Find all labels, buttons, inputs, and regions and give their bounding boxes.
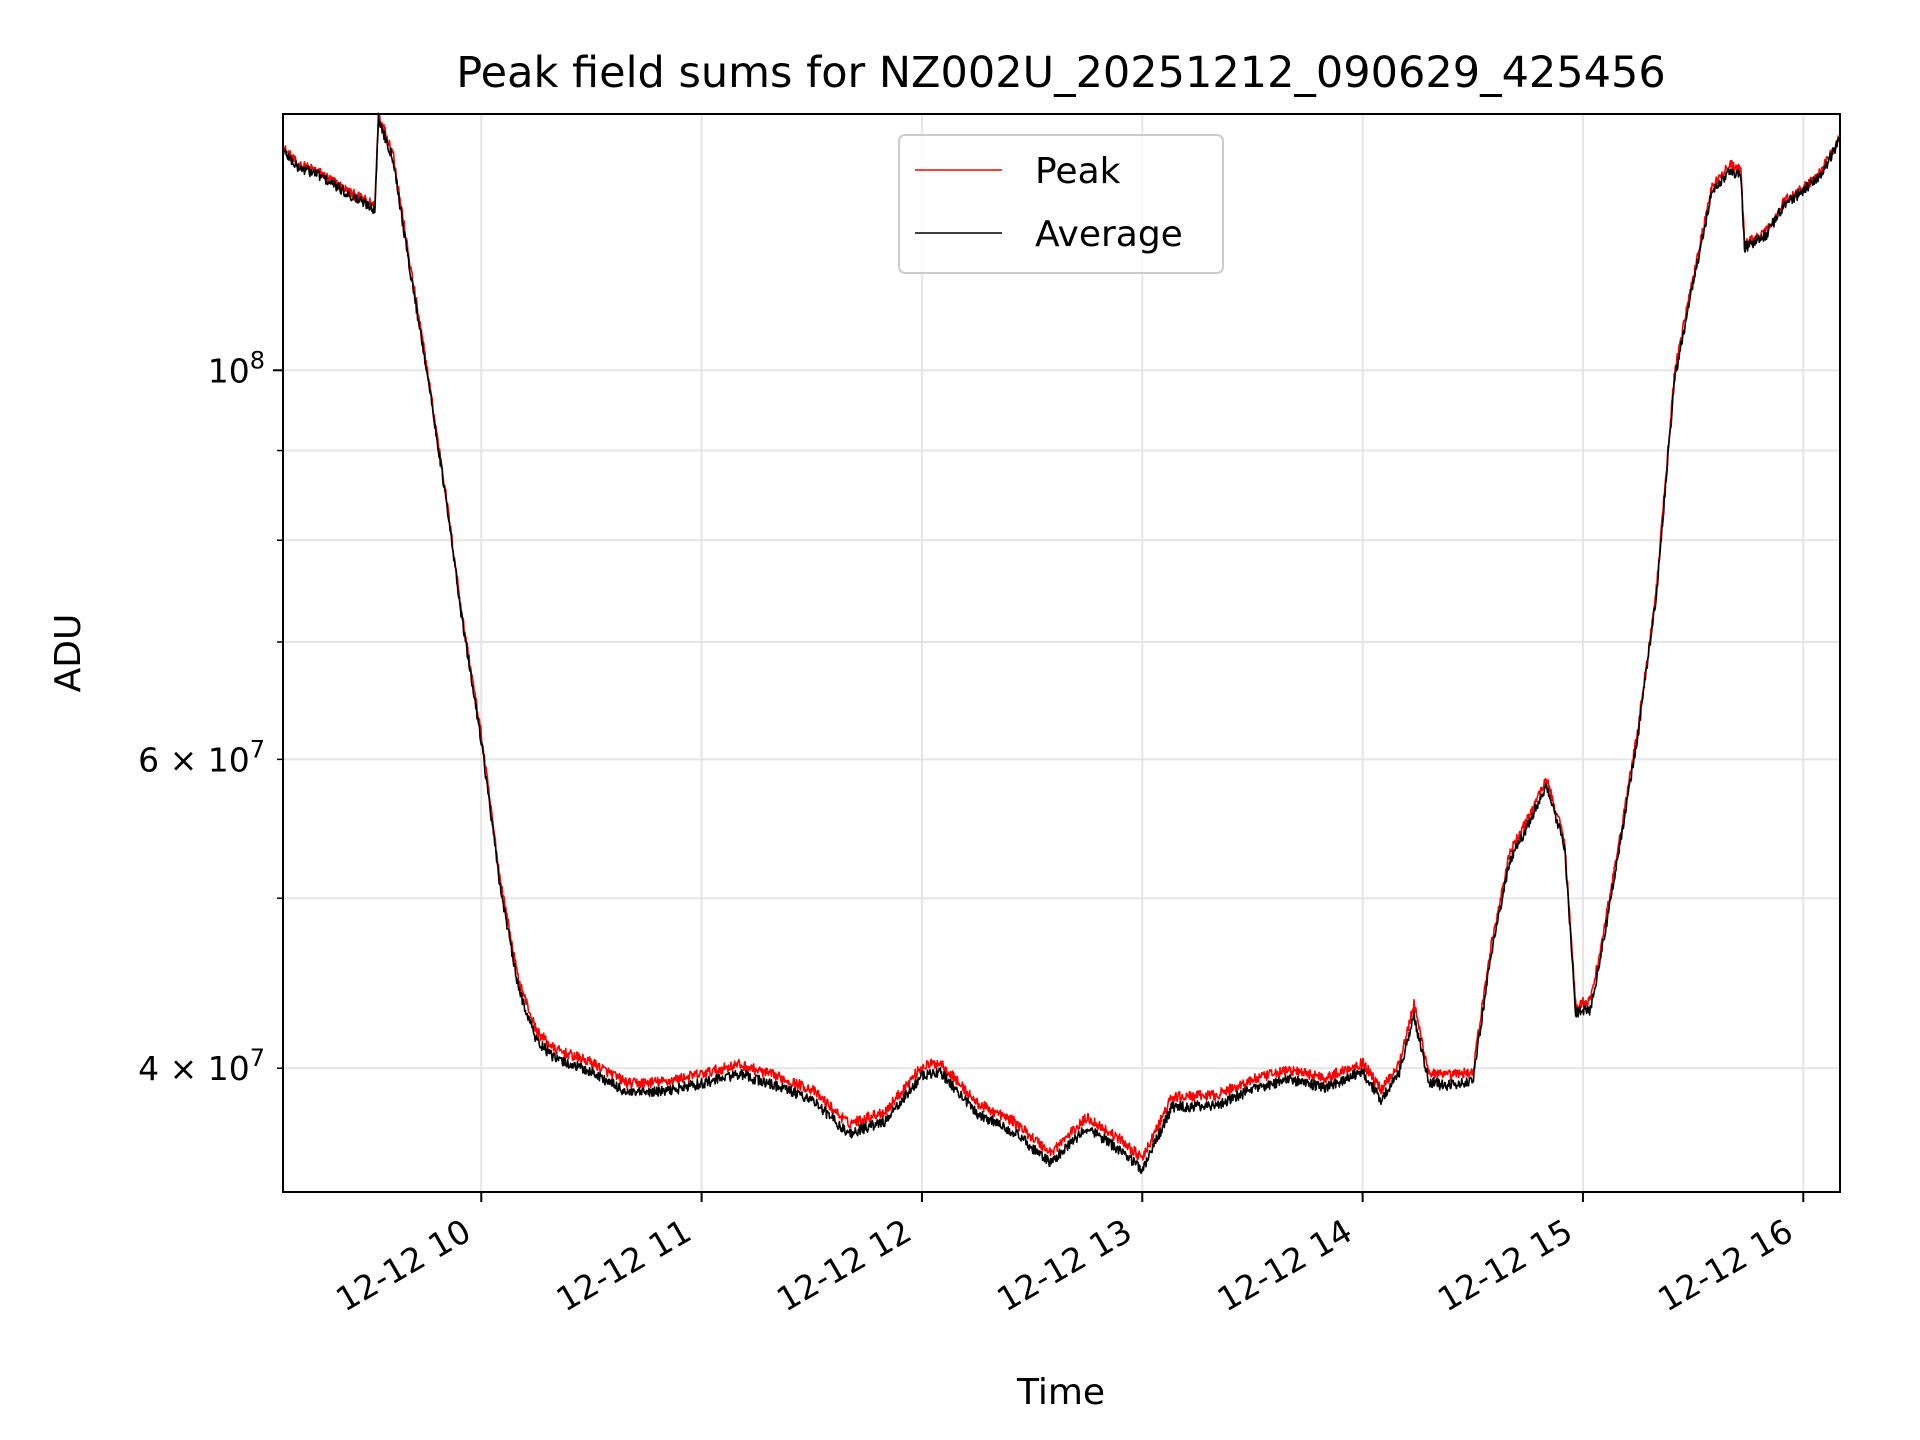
- plot-frame: [282, 113, 1841, 1193]
- y-tick-label: 4 × 107: [138, 1044, 265, 1088]
- legend: Peak Average: [898, 134, 1224, 274]
- x-axis-label: Time: [1016, 1372, 1105, 1413]
- grid: [283, 114, 1840, 1192]
- chart-title: Peak field sums for NZ002U_20251212_0906…: [456, 48, 1665, 98]
- series-line-peak: [282, 112, 1841, 1161]
- y-tick-label: 108: [208, 346, 265, 390]
- series-lines: [282, 112, 1841, 1175]
- legend-peak-label: Peak: [1035, 151, 1121, 192]
- series-line-average: [282, 113, 1841, 1175]
- y-axis-label: ADU: [48, 614, 89, 693]
- y-tick-label: 6 × 107: [138, 735, 265, 779]
- legend-average-label: Average: [1035, 214, 1183, 255]
